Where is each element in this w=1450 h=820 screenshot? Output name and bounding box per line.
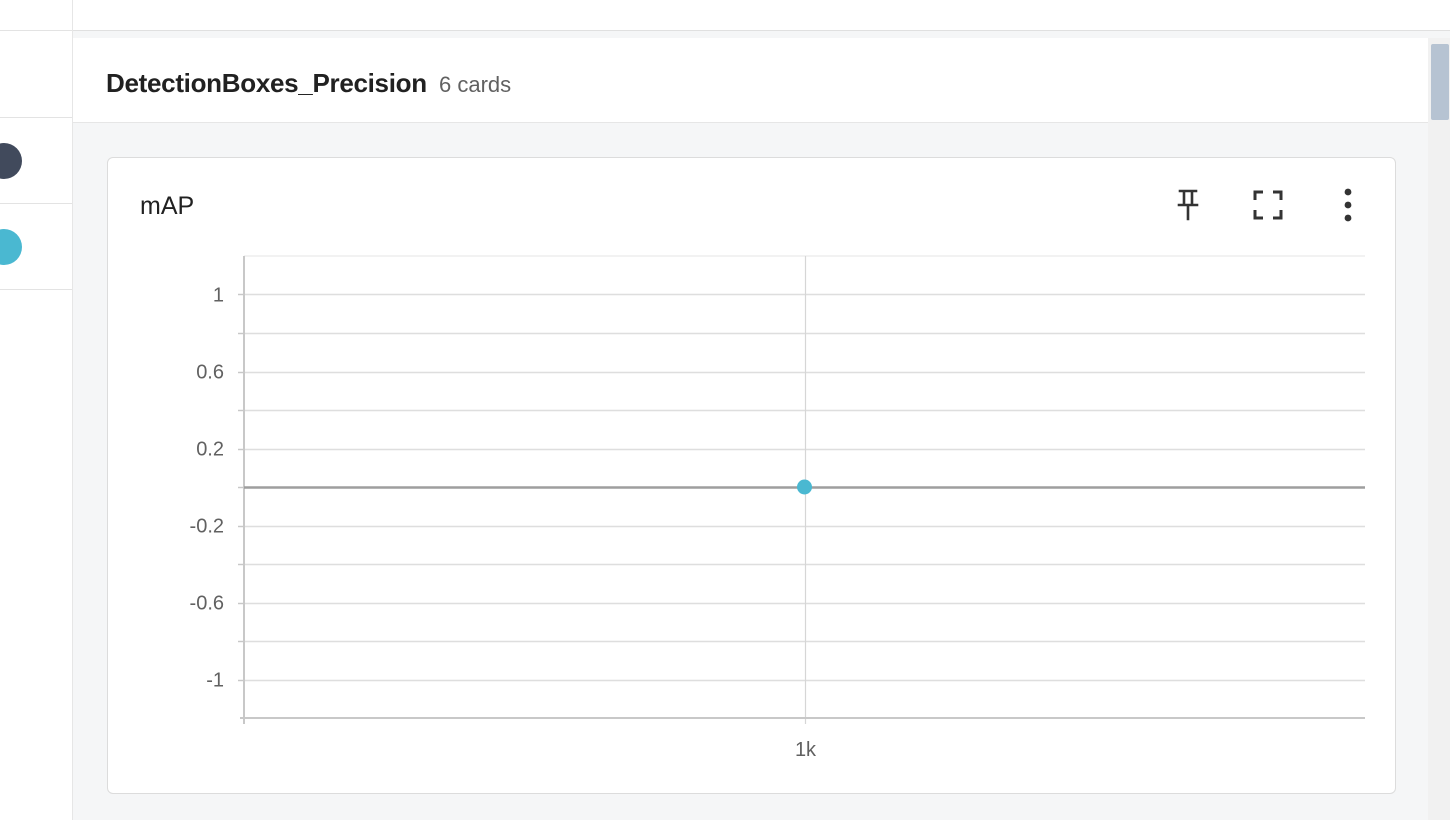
more-options-button[interactable] xyxy=(1331,188,1365,222)
y-tick-label: 1 xyxy=(213,285,224,307)
scrollbar-thumb[interactable] xyxy=(1431,44,1449,120)
pin-button[interactable] xyxy=(1171,188,1205,222)
run-row[interactable] xyxy=(0,118,72,204)
scrollbar-track[interactable] xyxy=(1428,38,1450,820)
top-toolbar xyxy=(73,0,1450,31)
runs-sidebar xyxy=(0,0,73,820)
y-tick-label: -0.6 xyxy=(190,593,224,615)
run-color-swatch[interactable] xyxy=(0,143,22,179)
run-row[interactable] xyxy=(0,204,72,290)
y-tick-label: -1 xyxy=(206,670,224,692)
runs-sidebar-header xyxy=(0,0,72,31)
x-tick-label: 1k xyxy=(795,739,817,761)
y-tick-label: 0.2 xyxy=(196,439,224,461)
pin-icon xyxy=(1175,188,1201,222)
scalar-chart[interactable]: 1k 1 0.6 0.2 -0.2 -0.6 -1 xyxy=(108,158,1395,793)
card-group-header[interactable]: DetectionBoxes_Precision 6 cards xyxy=(73,38,1428,123)
y-tick-label: 0.6 xyxy=(196,362,224,384)
scalar-card: mAP 1k 1 0.6 0 xyxy=(107,157,1396,794)
data-point xyxy=(797,479,812,495)
run-row[interactable] xyxy=(0,31,72,118)
fullscreen-icon xyxy=(1253,190,1283,220)
group-card-count: 6 cards xyxy=(439,72,512,97)
fullscreen-button[interactable] xyxy=(1251,188,1285,222)
more-vert-icon xyxy=(1343,188,1353,222)
y-tick-label: -0.2 xyxy=(190,516,224,538)
run-color-swatch[interactable] xyxy=(0,229,22,265)
group-title: DetectionBoxes_Precision xyxy=(106,68,427,98)
card-title: mAP xyxy=(140,192,195,220)
